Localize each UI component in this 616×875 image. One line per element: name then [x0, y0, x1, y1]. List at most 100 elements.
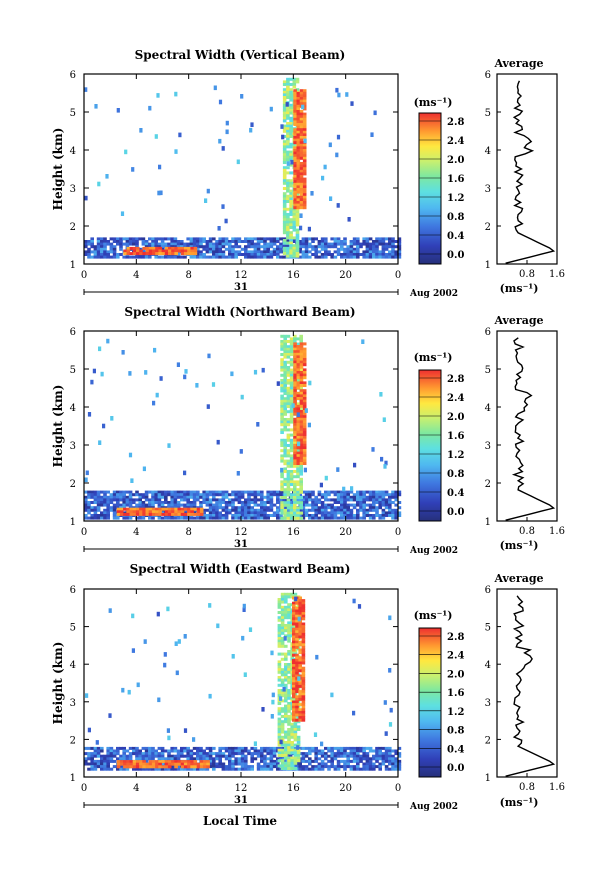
heatmap-cell: [180, 246, 185, 250]
heatmap-cell: [279, 242, 283, 246]
heatmap-cell: [183, 749, 187, 753]
heatmap-cell: [132, 767, 136, 771]
heatmap-cell: [168, 249, 172, 253]
heatmap-cell: [320, 503, 325, 507]
heatmap-cell: [234, 493, 238, 497]
heatmap-cell: [171, 760, 175, 764]
heatmap-cell: [234, 495, 238, 499]
heatmap-cell: [347, 217, 351, 222]
heatmap-cell: [176, 495, 181, 499]
heatmap-cell: [298, 606, 302, 610]
heatmap-cell: [293, 516, 297, 520]
heatmap-cell: [384, 731, 388, 736]
heatmap-cell: [284, 663, 288, 666]
heatmap-cell: [299, 115, 304, 119]
heatmap-cell: [289, 249, 293, 253]
heatmap-cell: [282, 687, 286, 692]
heatmap-cell: [280, 438, 284, 442]
heatmap-cell: [280, 397, 284, 401]
heatmap-cell: [296, 360, 301, 364]
heatmap-cell: [317, 752, 322, 756]
heatmap-cell: [154, 242, 158, 246]
heatmap-cell: [292, 643, 296, 647]
heatmap-cell: [112, 514, 117, 517]
heatmap-cell: [293, 451, 297, 455]
heatmap-cell: [138, 255, 142, 259]
heatmap-cell: [287, 626, 291, 630]
heatmap-cell: [301, 638, 306, 642]
heatmap-cell: [292, 604, 296, 608]
heatmap-cell: [373, 110, 377, 116]
heatmap-cell: [250, 759, 254, 763]
heatmap-cell: [301, 666, 306, 670]
heatmap-cell: [138, 247, 142, 251]
heatmap-cell: [296, 459, 301, 463]
heatmap-cell: [177, 510, 182, 514]
heatmap-cell: [103, 511, 107, 515]
heatmap-cell: [128, 746, 133, 750]
heatmap-cell: [277, 670, 282, 674]
heatmap-cell: [336, 511, 341, 515]
heatmap-cell: [296, 97, 301, 100]
heatmap-cell: [256, 247, 261, 251]
heatmap-cell: [228, 501, 232, 504]
heatmap-cell: [298, 493, 302, 497]
heatmap-cell: [384, 498, 389, 502]
heatmap-cell: [96, 752, 101, 756]
heatmap-cell: [375, 514, 379, 517]
heatmap-cell: [375, 250, 379, 254]
heatmap-cell: [282, 192, 287, 196]
colorbar-label: (ms⁻¹): [414, 351, 453, 364]
heatmap-cell: [125, 255, 130, 259]
heatmap-cell: [256, 511, 261, 515]
heatmap-cell: [228, 752, 232, 756]
heatmap-cell: [293, 506, 297, 510]
heatmap-cell: [199, 746, 203, 750]
heatmap-cell: [330, 245, 334, 249]
heatmap-cell: [141, 255, 146, 259]
heatmap-cell: [289, 480, 294, 484]
heatmap-cell: [362, 237, 366, 241]
heatmap-cell: [296, 433, 301, 437]
heatmap-cell: [109, 757, 114, 761]
heatmap-cell: [269, 498, 274, 502]
heatmap-cell: [228, 767, 232, 771]
heatmap-cell: [333, 767, 338, 771]
heatmap-cell: [286, 347, 291, 351]
heatmap-cell: [266, 752, 270, 756]
heatmap-cell: [299, 91, 304, 95]
heatmap-cell: [148, 767, 152, 771]
heatmap-cell: [100, 253, 104, 256]
heatmap-cell: [161, 249, 166, 253]
heatmap-cell: [215, 508, 219, 512]
heatmap-cell: [224, 255, 229, 259]
heatmap-cell: [293, 425, 297, 429]
heatmap-cell: [180, 503, 184, 507]
heatmap-cell: [237, 506, 242, 510]
heatmap-cell: [141, 242, 146, 246]
heatmap-cell: [292, 690, 296, 694]
heatmap-cell: [308, 245, 312, 249]
heatmap-cell: [141, 516, 146, 520]
heatmap-cell: [296, 371, 301, 374]
heatmap-cell: [293, 759, 298, 763]
heatmap-cell: [122, 242, 126, 246]
heatmap-cell: [298, 625, 302, 629]
heatmap-cell: [292, 622, 296, 626]
heatmap-cell: [176, 767, 181, 771]
heatmap-cell: [208, 490, 213, 494]
heatmap-cell: [362, 506, 366, 510]
heatmap-cell: [202, 508, 206, 512]
heatmap-cell: [207, 353, 211, 359]
heatmap-cell: [112, 508, 117, 512]
heatmap-cell: [282, 202, 287, 206]
heatmap-cell: [299, 225, 303, 231]
heatmap-cell: [263, 757, 267, 761]
heatmap-cell: [253, 490, 258, 494]
heatmap-cell: [250, 767, 254, 771]
heatmap-cell: [372, 754, 376, 758]
heatmap-cell: [247, 767, 251, 771]
heatmap-cell: [224, 501, 229, 504]
heatmap-cell: [164, 242, 168, 246]
